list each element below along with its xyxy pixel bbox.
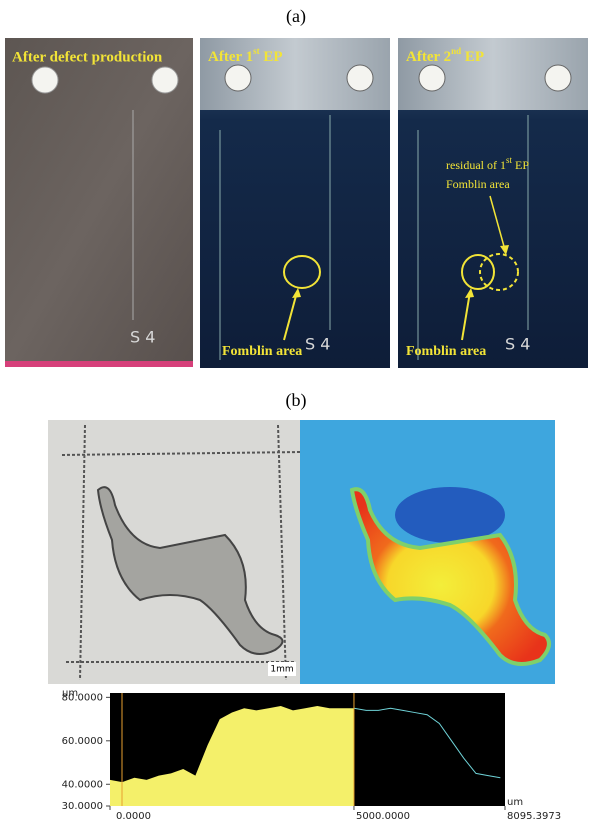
hole	[419, 65, 445, 91]
figure: (a) After defect production S 4 After 1s…	[0, 0, 592, 825]
annotation: residual of 1st EP	[446, 155, 529, 172]
hole	[347, 65, 373, 91]
y-unit: um	[62, 688, 78, 699]
y-tick-label: 30.0000	[62, 801, 103, 812]
hole	[545, 65, 571, 91]
caption: After 1st EP	[208, 46, 283, 65]
y-tick-label: 60.0000	[62, 736, 103, 747]
scale-bar: 1mm	[270, 665, 293, 675]
panel-label: (b)	[286, 390, 307, 411]
panel-label: (a)	[286, 6, 306, 27]
sample-mark: S 4	[130, 328, 155, 347]
annotation: Fomblin area	[446, 177, 510, 191]
hole	[225, 65, 251, 91]
x-tick-label: 5000.0000	[356, 811, 410, 822]
x-unit: um	[507, 797, 523, 808]
sample-mark: S 4	[305, 335, 330, 354]
sample-mark: S 4	[505, 335, 530, 354]
hole	[32, 67, 58, 93]
caption: After defect production	[12, 49, 163, 65]
annotation: Fomblin area	[406, 344, 486, 359]
y-tick-label: 40.0000	[62, 779, 103, 790]
hole	[152, 67, 178, 93]
height-map-low	[395, 487, 505, 543]
x-tick-label: 8095.3973	[507, 811, 561, 822]
caption: After 2nd EP	[406, 46, 484, 65]
tape	[5, 361, 193, 367]
annotation: Fomblin area	[222, 344, 302, 359]
x-tick-label: 0.0000	[116, 811, 151, 822]
